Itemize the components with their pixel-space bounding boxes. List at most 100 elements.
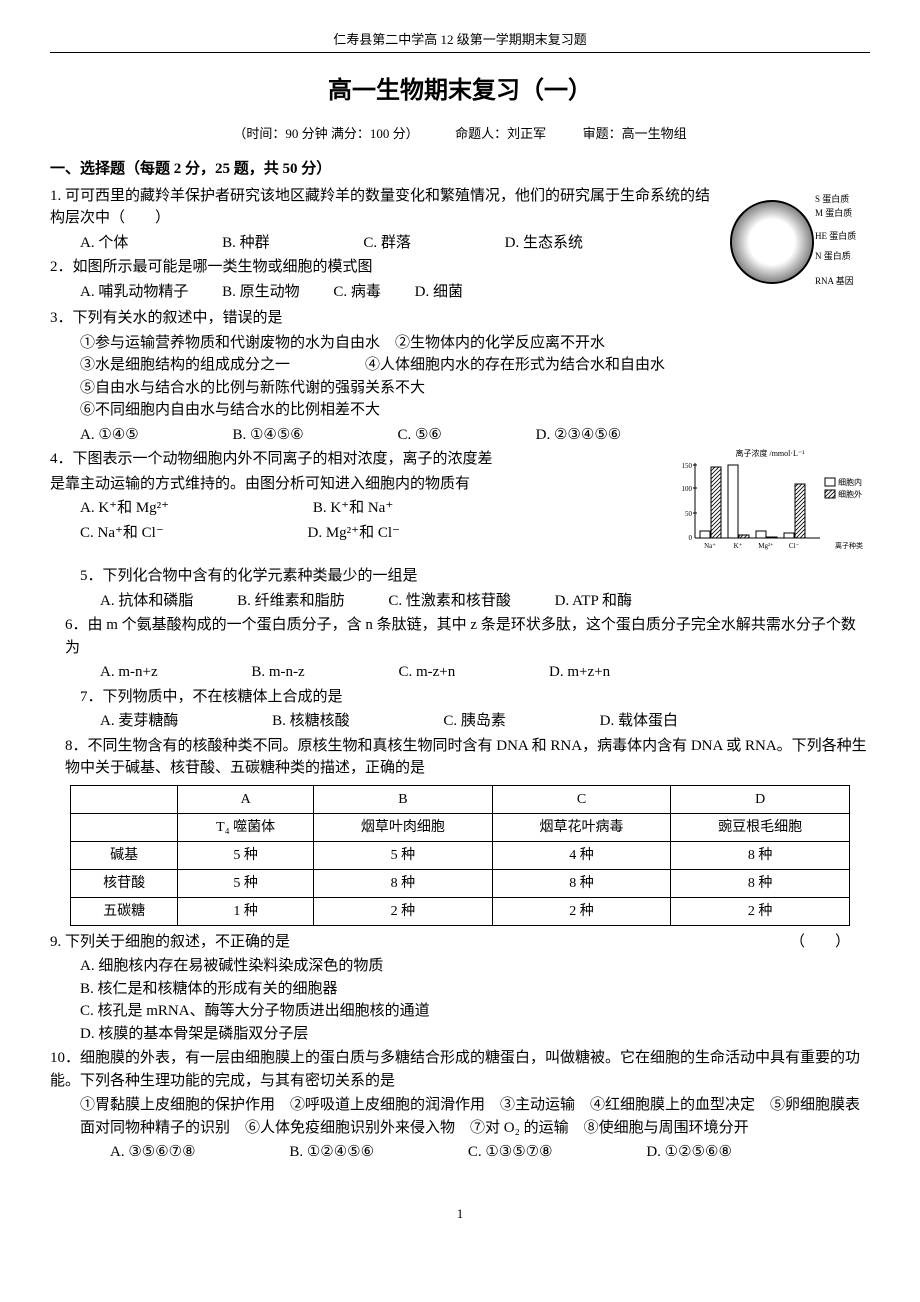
- q10-option-b: B. ①②④⑤⑥: [289, 1141, 374, 1164]
- page-header: 仁寿县第二中学高 12 级第一学期期末复习题: [50, 30, 870, 53]
- question-3: 3．下列有关水的叙述中，错误的是: [50, 307, 870, 330]
- q1-option-c: C. 群落: [363, 232, 411, 255]
- q3-line-1: ①参与运输营养物质和代谢废物的水为自由水 ②生物体内的化学反应离不开水: [80, 332, 870, 355]
- table-cell: 5 种: [178, 869, 314, 897]
- svg-text:K⁺: K⁺: [734, 542, 743, 550]
- table-cell: C: [492, 785, 671, 813]
- table-cell: A: [178, 785, 314, 813]
- exam-subtitle: （时间：90 分钟 满分：100 分） 命题人：刘正军 审题：高一生物组: [50, 124, 870, 144]
- question-9: 9. 下列关于细胞的叙述，不正确的是 （ ）: [50, 931, 870, 954]
- question-7: 7．下列物质中，不在核糖体上合成的是: [80, 686, 870, 709]
- q4-option-c: C. Na⁺和 Cl⁻: [80, 522, 164, 545]
- question-5: 5．下列化合物中含有的化学元素种类最少的一组是: [80, 565, 870, 588]
- q3-line-2: ③水是细胞结构的组成成分之一 ④人体细胞内水的存在形式为结合水和自由水: [80, 354, 870, 377]
- table-cell: 豌豆根毛细胞: [671, 813, 850, 841]
- svg-text:Cl⁻: Cl⁻: [789, 542, 800, 550]
- q2-option-b: B. 原生动物: [222, 281, 300, 304]
- ion-bar-chart: 离子浓度 /mmol·L⁻¹ 0 50 100 150 Na⁺ K⁺ Mg²⁺ …: [670, 448, 870, 558]
- review-label: 审题：高一生物组: [583, 126, 687, 141]
- question-5-options: A. 抗体和磷脂 B. 纤维素和脂肪 C. 性激素和核苷酸 D. ATP 和酶: [100, 590, 870, 613]
- table-row: 核苷酸 5 种 8 种 8 种 8 种: [71, 869, 850, 897]
- virus-label-m: M 蛋白质: [815, 207, 852, 221]
- q6-option-a: A. m-n+z: [100, 661, 158, 684]
- question-10-options: A. ③⑤⑥⑦⑧ B. ①②④⑤⑥ C. ①③⑤⑦⑧ D. ①②⑤⑥⑧: [110, 1141, 870, 1164]
- q7-option-d: D. 载体蛋白: [600, 710, 678, 733]
- q9-option-a: A. 细胞核内存在易被碱性染料染成深色的物质: [80, 955, 870, 978]
- q6-option-c: C. m-z+n: [398, 661, 455, 684]
- q10-option-d: D. ①②⑤⑥⑧: [646, 1141, 732, 1164]
- q2-option-d: D. 细菌: [415, 281, 463, 304]
- table-cell: 烟草花叶病毒: [492, 813, 671, 841]
- virus-label-s: S 蛋白质: [815, 193, 849, 207]
- q9-text: 9. 下列关于细胞的叙述，不正确的是: [50, 934, 290, 950]
- q3-option-b: B. ①④⑤⑥: [232, 424, 303, 447]
- table-cell: 2 种: [671, 897, 850, 925]
- question-10: 10．细胞膜的外表，有一层由细胞膜上的蛋白质与多糖结合形成的糖蛋白，叫做糖被。它…: [50, 1047, 870, 1092]
- q10-items: ①胃黏膜上皮细胞的保护作用 ②呼吸道上皮细胞的润滑作用 ③主动运输 ④红细胞膜上…: [80, 1094, 870, 1139]
- score-label: 满分：100 分）: [331, 126, 419, 141]
- table-cell: 1 种: [178, 897, 314, 925]
- q9-paren: （ ）: [790, 931, 850, 954]
- table-cell: 8 种: [671, 869, 850, 897]
- q1-option-b: B. 种群: [222, 232, 270, 255]
- virus-label-he: HE 蛋白质: [815, 230, 856, 244]
- table-cell: 8 种: [314, 869, 493, 897]
- table-cell: B: [314, 785, 493, 813]
- q5-option-a: A. 抗体和磷脂: [100, 590, 193, 613]
- q4-option-b: B. K⁺和 Na⁺: [313, 497, 393, 520]
- q7-option-b: B. 核糖核酸: [272, 710, 350, 733]
- q7-option-a: A. 麦芽糖酶: [100, 710, 178, 733]
- time-label: （时间：90 分钟: [233, 126, 327, 141]
- q3-option-d: D. ②③④⑤⑥: [536, 424, 622, 447]
- chart-ylabel: 离子浓度 /mmol·L⁻¹: [735, 448, 805, 458]
- svg-text:50: 50: [685, 510, 693, 518]
- table-cell: 8 种: [492, 869, 671, 897]
- q3-line-4: ⑥不同细胞内自由水与结合水的比例相差不大: [80, 399, 870, 422]
- q5-option-d: D. ATP 和酶: [555, 590, 632, 613]
- q7-option-c: C. 胰岛素: [443, 710, 506, 733]
- q3-line-3: ⑤自由水与结合水的比例与新陈代谢的强弱关系不大: [80, 377, 870, 400]
- question-3-options: A. ①④⑤ B. ①④⑤⑥ C. ⑤⑥ D. ②③④⑤⑥: [80, 424, 870, 447]
- question-6-options: A. m-n+z B. m-n-z C. m-z+n D. m+z+n: [100, 661, 870, 684]
- svg-text:Mg²⁺: Mg²⁺: [758, 542, 774, 550]
- page-number: 1: [50, 1204, 870, 1224]
- q6-option-b: B. m-n-z: [251, 661, 304, 684]
- svg-text:细胞内: 细胞内: [838, 477, 862, 487]
- q9-option-d: D. 核膜的基本骨架是磷脂双分子层: [80, 1023, 870, 1046]
- q8-table: A B C D T₄ 噬菌体 烟草叶肉细胞 烟草花叶病毒 豌豆根毛细胞 碱基 5…: [70, 785, 850, 926]
- question-6: 6．由 m 个氨基酸构成的一个蛋白质分子，含 n 条肽链，其中 z 条是环状多肽…: [65, 614, 870, 659]
- table-row: 五碳糖 1 种 2 种 2 种 2 种: [71, 897, 850, 925]
- table-cell: 5 种: [178, 841, 314, 869]
- q10-option-c: C. ①③⑤⑦⑧: [468, 1141, 553, 1164]
- table-cell: 5 种: [314, 841, 493, 869]
- q4-option-d: D. Mg²⁺和 Cl⁻: [308, 522, 400, 545]
- q4-option-a: A. K⁺和 Mg²⁺: [80, 497, 169, 520]
- author-label: 命题人：刘正军: [455, 126, 546, 141]
- q5-option-c: C. 性激素和核苷酸: [388, 590, 511, 613]
- section-1-header: 一、选择题（每题 2 分，25 题，共 50 分）: [50, 158, 870, 181]
- q1-option-a: A. 个体: [80, 232, 128, 255]
- q1-option-d: D. 生态系统: [505, 232, 583, 255]
- table-cell: [71, 813, 178, 841]
- question-7-options: A. 麦芽糖酶 B. 核糖核酸 C. 胰岛素 D. 载体蛋白: [100, 710, 870, 733]
- q6-option-d: D. m+z+n: [549, 661, 610, 684]
- table-row: 碱基 5 种 5 种 4 种 8 种: [71, 841, 850, 869]
- q5-option-b: B. 纤维素和脂肪: [237, 590, 345, 613]
- svg-text:Na⁺: Na⁺: [704, 542, 716, 550]
- svg-text:细胞外: 细胞外: [838, 489, 862, 499]
- q9-option-b: B. 核仁是和核糖体的形成有关的细胞器: [80, 978, 870, 1001]
- table-cell: 2 种: [492, 897, 671, 925]
- q10-option-a: A. ③⑤⑥⑦⑧: [110, 1141, 196, 1164]
- q3-option-c: C. ⑤⑥: [397, 424, 441, 447]
- table-cell: 核苷酸: [71, 869, 178, 897]
- virus-label-n: N 蛋白质: [815, 250, 851, 264]
- exam-title: 高一生物期末复习（一）: [50, 73, 870, 109]
- table-cell: 2 种: [314, 897, 493, 925]
- table-cell: 五碳糖: [71, 897, 178, 925]
- question-8: 8．不同生物含有的核酸种类不同。原核生物和真核生物同时含有 DNA 和 RNA，…: [65, 735, 870, 780]
- table-row: T₄ 噬菌体 烟草叶肉细胞 烟草花叶病毒 豌豆根毛细胞: [71, 813, 850, 841]
- svg-text:100: 100: [682, 485, 693, 493]
- virus-diagram: S 蛋白质 M 蛋白质 HE 蛋白质 N 蛋白质 RNA 基因: [720, 185, 870, 295]
- q2-option-a: A. 哺乳动物精子: [80, 281, 188, 304]
- q9-option-c: C. 核孔是 mRNA、酶等大分子物质进出细胞核的通道: [80, 1000, 870, 1023]
